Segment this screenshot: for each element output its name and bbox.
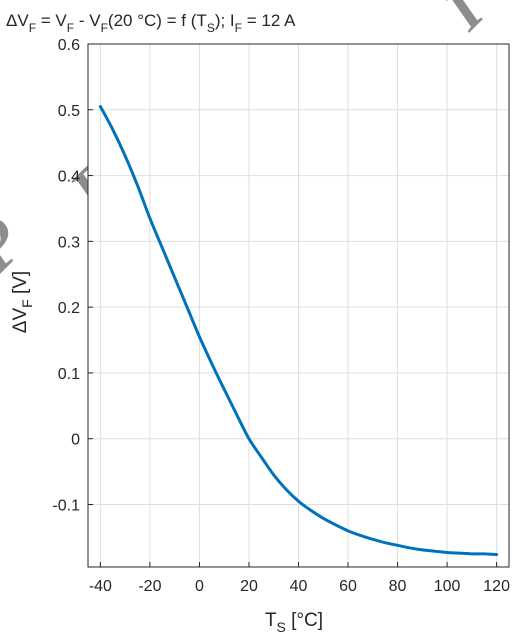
x-tick-label: 0 — [195, 578, 204, 595]
ticks: -40 -20 0 20 40 60 80 100 120 -0.1 0 0.1 0.2 0.3 0.4 0.… — [52, 37, 510, 595]
y-tick-label: 0 — [71, 432, 80, 449]
series-line — [98, 105, 499, 556]
y-tick-label: -0.1 — [52, 498, 80, 515]
x-tick-label: -40 — [89, 578, 112, 595]
y-tick-label: 0.3 — [58, 234, 80, 251]
x-tick-label: 40 — [290, 578, 308, 595]
x-tick-label: 20 — [240, 578, 258, 595]
y-tick-label: 0.2 — [58, 300, 80, 317]
x-tick-label: -20 — [138, 578, 161, 595]
y-tick-label: 0.5 — [58, 103, 80, 120]
watermark-letter: I — [431, 0, 498, 43]
x-tick-label: 60 — [339, 578, 357, 595]
y-tick-label: 0.1 — [58, 366, 80, 383]
x-tick-label: 120 — [483, 578, 510, 595]
y-tick-label: 0.6 — [58, 37, 80, 54]
x-tick-label: 100 — [434, 578, 461, 595]
chart-title: ΔVF = VF - VF(20 °C) = f (TS); IF = 12 A — [6, 11, 296, 35]
x-axis-title: TS [°C] — [265, 610, 323, 635]
grid — [88, 43, 509, 567]
y-tick-label: 0.4 — [58, 169, 80, 186]
x-tick-label: 80 — [389, 578, 407, 595]
y-axis-title: ΔVF [V] — [10, 271, 35, 333]
